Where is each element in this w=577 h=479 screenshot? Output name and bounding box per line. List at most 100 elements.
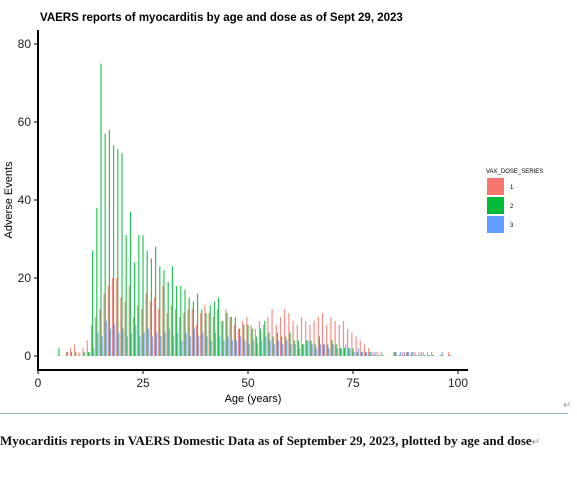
bar-dose-3	[416, 355, 418, 356]
bar-dose-2	[79, 355, 81, 356]
chart-title: VAERS reports of myocarditis by age and …	[40, 12, 403, 24]
bar-dose-2	[314, 344, 316, 356]
bar-dose-3	[294, 344, 296, 356]
bars-layer	[57, 63, 452, 356]
legend-key-3	[487, 216, 504, 233]
x-tick-label: 100	[448, 376, 468, 390]
bar-dose-2	[100, 63, 102, 356]
bar-dose-3	[429, 355, 431, 356]
bar-dose-2	[394, 352, 396, 356]
bar-dose-3	[265, 336, 267, 356]
bar-dose-2	[432, 355, 434, 356]
bar-dose-1	[153, 297, 156, 356]
bar-dose-1	[284, 309, 286, 356]
bar-dose-3	[198, 336, 200, 356]
bar-dose-3	[303, 344, 305, 356]
x-tick-label: 50	[241, 376, 255, 390]
bar-dose-2	[407, 352, 409, 356]
bar-dose-1	[254, 328, 256, 356]
bar-dose-2	[348, 348, 350, 356]
bar-dose-3	[286, 340, 288, 356]
bar-dose-3	[408, 352, 410, 356]
bar-dose-1	[195, 324, 198, 356]
bar-dose-3	[189, 336, 191, 356]
bar-dose-2	[339, 348, 341, 356]
bar-dose-1	[309, 324, 311, 356]
bar-dose-3	[156, 332, 158, 356]
bar-dose-3	[399, 352, 401, 356]
bar-dose-1	[107, 285, 109, 356]
bar-dose-2	[289, 332, 291, 356]
bar-dose-1	[300, 317, 303, 356]
bar-dose-1	[137, 305, 139, 356]
bar-dose-2	[230, 317, 232, 356]
bar-dose-1	[410, 355, 412, 356]
bar-dose-1	[170, 305, 172, 356]
legend-title: VAX_DOSE_SERIES	[486, 169, 543, 175]
bar-dose-1	[149, 301, 151, 356]
bar-dose-1	[330, 317, 332, 356]
bar-dose-3	[311, 344, 313, 356]
bar-dose-1	[237, 328, 240, 356]
bar-dose-2	[83, 352, 85, 356]
bar-dose-3	[290, 344, 292, 356]
bar-dose-2	[167, 281, 169, 356]
bar-dose-2	[268, 332, 270, 356]
bar-dose-3	[349, 348, 351, 356]
bar-dose-3	[282, 344, 284, 356]
bar-dose-3	[109, 328, 112, 356]
bar-dose-2	[335, 344, 337, 356]
bar-dose-3	[185, 332, 187, 356]
bar-dose-2	[302, 344, 304, 356]
bar-dose-1	[242, 320, 244, 356]
bar-dose-1	[212, 317, 214, 356]
bar-dose-3	[357, 348, 359, 356]
bar-dose-3	[122, 328, 124, 356]
bar-dose-1	[162, 285, 164, 356]
bar-dose-3	[147, 328, 149, 356]
bar-dose-3	[353, 352, 355, 356]
bar-dose-3	[273, 344, 275, 356]
bar-dose-2	[197, 293, 199, 356]
bar-dose-1	[292, 320, 294, 356]
y-tick-label: 20	[18, 271, 32, 285]
bar-dose-3	[328, 348, 330, 356]
bar-dose-2	[377, 355, 379, 356]
y-axis-label: Adverse Events	[3, 161, 15, 239]
bar-dose-2	[318, 336, 320, 356]
bar-dose-1	[288, 313, 290, 356]
x-tick-label: 0	[35, 376, 42, 390]
bar-dose-2	[234, 317, 236, 356]
bar-dose-1	[86, 340, 88, 356]
bar-dose-2	[243, 324, 245, 356]
bar-dose-2	[239, 328, 241, 356]
bar-dose-3	[424, 355, 427, 356]
bar-dose-3	[412, 352, 414, 356]
bar-dose-3	[210, 340, 212, 356]
bar-dose-1	[128, 285, 130, 356]
bar-dose-2	[87, 352, 89, 356]
bar-dose-2	[411, 352, 413, 356]
bar-dose-3	[135, 324, 137, 356]
bar-dose-2	[360, 352, 362, 356]
bar-dose-1	[279, 317, 282, 356]
bar-dose-3	[202, 332, 204, 356]
bar-dose-1	[439, 355, 441, 356]
bar-dose-2	[146, 250, 148, 356]
bar-dose-1	[166, 313, 168, 356]
bar-dose-1	[321, 313, 324, 356]
bar-dose-1	[305, 320, 307, 356]
legend-label-1: 1	[510, 185, 514, 191]
bar-dose-2	[365, 352, 367, 356]
bar-dose-1	[296, 324, 298, 356]
bar-dose-1	[275, 324, 277, 356]
bar-dose-1	[179, 317, 181, 356]
bar-dose-3	[160, 336, 162, 356]
bar-dose-3	[168, 328, 170, 356]
bar-dose-2	[205, 313, 207, 356]
bar-dose-2	[440, 355, 442, 356]
bar-dose-2	[373, 355, 375, 356]
bar-dose-2	[117, 149, 119, 356]
bar-dose-3	[93, 348, 95, 356]
bar-dose-2	[285, 336, 287, 356]
